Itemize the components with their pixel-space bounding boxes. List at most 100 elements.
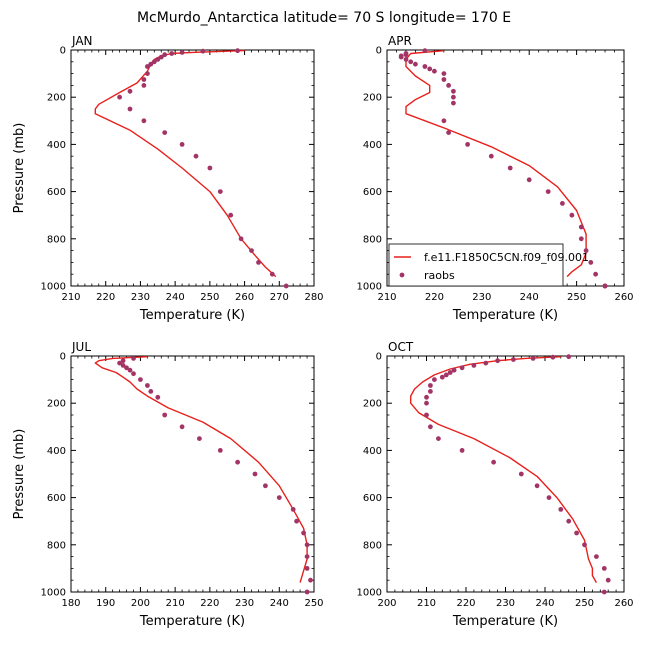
y-tick-label: 1000 [41,282,66,293]
raobs-point [197,436,202,441]
raobs-point [578,236,584,242]
raobs-point [488,153,494,159]
model-series-line [94,356,308,583]
raobs-point [249,248,254,254]
chart-title: McMurdo_Antarctica latitude= 70 S longit… [137,10,511,26]
raobs-point [441,118,447,124]
legend-model-label: f.e11.F1850C5CN.f09_f09.001 [424,251,589,264]
y-tick-label: 1000 [357,282,382,293]
raobs-point [131,371,136,377]
x-tick-label: 210 [377,292,396,303]
raobs-point [459,365,465,371]
raobs-point [200,48,206,54]
x-tick-label: 230 [235,598,254,609]
raobs-point [534,483,540,489]
raobs-point [424,394,429,400]
raobs-point [465,142,470,147]
raobs-point [235,48,241,54]
y-tick-label: 1000 [357,588,382,599]
legend-box [388,243,564,287]
panel-label: JAN [71,34,93,48]
x-tick-label: 230 [131,292,150,303]
x-axis-label: Temperature (K) [139,614,245,629]
raobs-point [141,118,147,124]
x-tick-label: 250 [575,598,594,609]
raobs-point [471,363,477,368]
raobs-point [594,554,599,559]
model-series-line [410,356,598,583]
x-tick-label: 220 [200,598,219,609]
x-tick-label: 220 [425,292,444,303]
raobs-point [441,71,447,76]
y-axis-label: Pressure (mb) [12,123,27,214]
x-tick-label: 250 [567,292,586,303]
raobs-point [120,358,126,364]
model-series-line [94,49,277,278]
raobs-point [169,51,175,56]
raobs-point [158,54,164,60]
raobs-point [235,459,241,465]
raobs-point [141,83,147,88]
raobs-point [451,88,456,94]
raobs-point [403,52,409,58]
raobs-point [155,57,161,62]
raobs-point [117,360,122,366]
y-tick-label: 400 [363,140,382,151]
raobs-point [145,64,150,69]
x-tick-label: 230 [472,292,491,303]
raobs-point [451,94,456,100]
raobs-point [304,589,310,595]
x-tick-label: 210 [61,292,80,303]
raobs-point [179,424,185,430]
x-tick-label: 260 [614,598,633,609]
raobs-point [179,50,185,55]
raobs-point [428,389,433,394]
raobs-point [403,57,409,62]
x-tick-label: 260 [614,292,633,303]
raobs-point [546,495,552,500]
y-tick-label: 1000 [41,588,66,599]
x-tick-label: 220 [96,292,115,303]
panel-label: APR [388,34,412,48]
raobs-point [162,412,168,418]
raobs-point [141,77,147,82]
raobs-point [256,260,261,265]
raobs-point [124,365,129,371]
x-axis-label: Temperature (K) [452,614,558,629]
raobs-point [217,189,223,195]
y-tick-label: 800 [47,234,66,245]
raobs-point [276,495,282,500]
y-tick-label: 200 [47,399,66,410]
raobs-point [138,377,143,382]
raobs-point [446,83,451,88]
raobs-point [518,471,524,477]
panel-jul: JUL 180 190 200 210 220 230 240 250 0 200 400 600 800… [12,340,324,629]
y-axis-label: Pressure (mb) [12,429,27,520]
panel-label: OCT [388,340,414,354]
raobs-point [558,507,564,512]
x-tick-label: 210 [166,598,185,609]
raobs-point [120,363,126,368]
raobs-point [511,357,516,362]
x-tick-label: 270 [270,292,289,303]
raobs-point [441,77,447,82]
raobs-point [560,201,565,206]
raobs-point [483,360,489,366]
raobs-point [301,530,306,536]
panel-oct: OCT 200 210 220 230 240 250 260 0 200 400 600 800 100… [357,340,634,629]
raobs-point [550,354,556,360]
raobs-point [155,394,161,400]
raobs-point [569,212,575,218]
raobs-point [459,448,465,453]
y-tick-label: 600 [47,187,66,198]
raobs-point [127,106,133,112]
x-tick-label: 240 [535,598,554,609]
x-tick-label: 250 [200,292,219,303]
raobs-point [566,354,572,360]
raobs-point [443,372,449,378]
panel-apr: APR 210 220 230 240 250 260 0 200 400 600 800 1000 Te… [357,34,634,323]
raobs-point [582,542,587,548]
raobs-point [408,59,414,65]
raobs-point [127,88,133,94]
x-tick-label: 240 [166,292,185,303]
